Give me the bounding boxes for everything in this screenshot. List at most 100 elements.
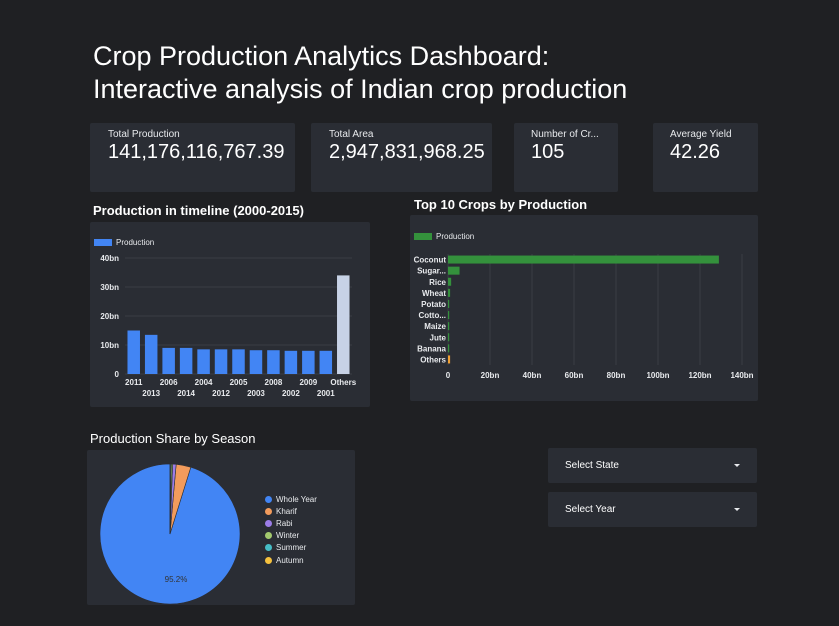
- bar-sugar[interactable]: [448, 266, 460, 275]
- legend-item-rabi[interactable]: Rabi: [265, 517, 317, 529]
- select-state-label: Select State: [565, 460, 619, 471]
- x-tick-label: 2005: [230, 378, 248, 387]
- legend-dot: [265, 519, 272, 527]
- select-year-dropdown[interactable]: Select Year: [548, 492, 757, 527]
- legend-swatch: [414, 233, 432, 240]
- x-tick-label: 2002: [282, 389, 300, 398]
- x-tick-label: 2003: [247, 389, 265, 398]
- y-tick-label: Potato: [421, 300, 446, 309]
- legend-label: Kharif: [276, 506, 297, 516]
- chevron-down-icon: [734, 464, 740, 467]
- legend-swatch: [94, 239, 112, 246]
- x-tick-label: 140bn: [730, 371, 753, 380]
- x-tick-label: 20bn: [481, 371, 500, 380]
- bar-jute[interactable]: [448, 333, 450, 342]
- legend-dot: [265, 532, 272, 540]
- timeline-chart-title: Production in timeline (2000-2015): [93, 203, 304, 218]
- bar-potato[interactable]: [448, 299, 450, 308]
- y-tick-label: Jute: [430, 333, 447, 342]
- bar-2006[interactable]: [162, 347, 175, 374]
- x-tick-label: 80bn: [607, 371, 626, 380]
- kpi-number-of-crops: Number of Cr... 105: [514, 123, 618, 192]
- kpi-value: 2,947,831,968.25: [329, 141, 485, 163]
- kpi-label: Number of Cr...: [531, 129, 599, 140]
- season-pie-chart[interactable]: 95.2%: [87, 450, 262, 605]
- top-crops-legend[interactable]: Production: [414, 232, 474, 241]
- season-chart-title: Production Share by Season: [90, 431, 256, 446]
- kpi-value: 141,176,116,767.39: [108, 141, 285, 163]
- x-tick-label: 100bn: [646, 371, 669, 380]
- legend-label: Autumn: [276, 555, 304, 565]
- legend-label: Production: [116, 238, 155, 247]
- x-tick-label: 120bn: [688, 371, 711, 380]
- bar-2001[interactable]: [319, 350, 333, 374]
- title-line-2: Interactive analysis of Indian crop prod…: [93, 74, 628, 104]
- bar-2011[interactable]: [127, 330, 140, 375]
- bar-2009[interactable]: [302, 350, 315, 374]
- x-tick-label: 40bn: [523, 371, 542, 380]
- bar-others[interactable]: [448, 355, 451, 364]
- y-tick-label: Coconut: [414, 256, 447, 265]
- bar-2002[interactable]: [284, 350, 298, 374]
- bar-cotto[interactable]: [448, 311, 450, 320]
- legend-dot: [265, 507, 272, 515]
- select-state-dropdown[interactable]: Select State: [548, 448, 757, 483]
- bar-2004[interactable]: [197, 349, 210, 374]
- bar-2014[interactable]: [179, 347, 193, 374]
- kpi-label: Total Production: [108, 129, 180, 140]
- kpi-value: 42.26: [670, 141, 721, 163]
- bar-coconut[interactable]: [448, 255, 719, 264]
- select-year-label: Select Year: [565, 504, 616, 515]
- y-tick-label: Cotto...: [418, 311, 446, 320]
- x-tick-label: 2004: [195, 378, 213, 387]
- bar-2008[interactable]: [267, 350, 280, 374]
- x-tick-label: 2009: [299, 378, 317, 387]
- y-tick-label: 10bn: [100, 341, 119, 350]
- legend-label: Summer: [276, 543, 307, 553]
- bar-2005[interactable]: [232, 349, 245, 374]
- season-legend[interactable]: Whole Year Kharif Rabi Winter Summer Autumn: [265, 493, 317, 566]
- x-tick-label: 60bn: [565, 371, 584, 380]
- legend-dot: [265, 544, 272, 552]
- y-tick-label: Others: [420, 355, 446, 364]
- y-tick-label: 20bn: [100, 312, 119, 321]
- y-tick-label: Maize: [424, 322, 446, 331]
- legend-item-kharif[interactable]: Kharif: [265, 505, 317, 517]
- x-tick-label: 2014: [177, 389, 195, 398]
- legend-item-whole-year[interactable]: Whole Year: [265, 493, 317, 505]
- legend-item-summer[interactable]: Summer: [265, 542, 317, 554]
- x-tick-label: Others: [330, 378, 356, 387]
- kpi-label: Average Yield: [670, 129, 732, 140]
- bar-rice[interactable]: [448, 277, 452, 286]
- y-tick-label: Rice: [429, 278, 446, 287]
- y-tick-label: Sugar...: [417, 267, 446, 276]
- title-line-1: Crop Production Analytics Dashboard:: [93, 41, 550, 71]
- bar-banana[interactable]: [448, 344, 450, 353]
- kpi-value: 105: [531, 141, 565, 163]
- legend-label: Whole Year: [276, 494, 317, 504]
- legend-label: Winter: [276, 531, 300, 541]
- kpi-total-area: Total Area 2,947,831,968.25: [311, 123, 492, 192]
- bar-others[interactable]: [337, 275, 350, 374]
- bar-maize[interactable]: [448, 322, 450, 331]
- legend-dot: [265, 495, 272, 503]
- bar-wheat[interactable]: [448, 288, 451, 297]
- legend-item-winter[interactable]: Winter: [265, 530, 317, 542]
- kpi-average-yield: Average Yield 42.26: [653, 123, 758, 192]
- y-tick-label: 40bn: [100, 254, 119, 263]
- bar-2013[interactable]: [144, 334, 158, 374]
- x-tick-label: 0: [446, 371, 451, 380]
- top-crops-bar-chart[interactable]: 0 20bn 40bn 60bn 80bn 100bn 120bn 140bn Coconut S…: [410, 215, 758, 401]
- x-tick-label: 2008: [265, 378, 283, 387]
- bar-2003[interactable]: [249, 350, 263, 374]
- top-crops-chart-title: Top 10 Crops by Production: [414, 197, 588, 212]
- legend-item-autumn[interactable]: Autumn: [265, 554, 317, 566]
- timeline-legend[interactable]: Production: [94, 238, 154, 247]
- chevron-down-icon: [734, 508, 740, 511]
- y-tick-label: Banana: [417, 344, 446, 353]
- y-tick-label: 30bn: [100, 283, 119, 292]
- legend-label: Production: [436, 232, 475, 241]
- bar-2012[interactable]: [214, 349, 228, 374]
- timeline-chart-card: [90, 222, 370, 407]
